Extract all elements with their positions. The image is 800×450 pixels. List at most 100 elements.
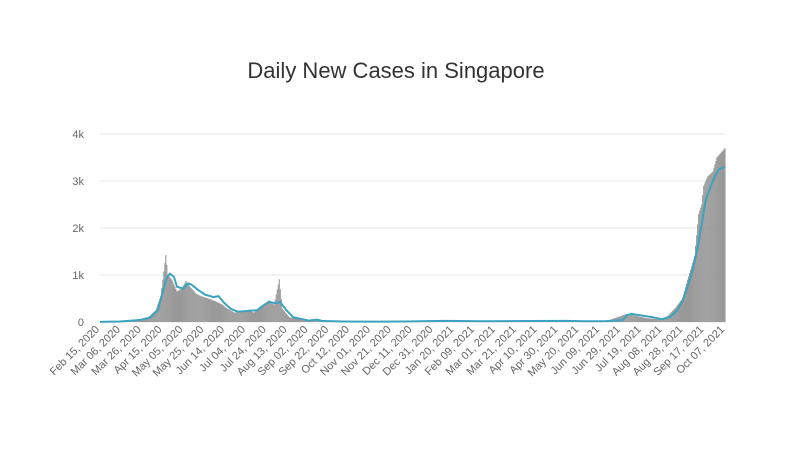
daily-case-bar bbox=[155, 310, 157, 322]
daily-case-bar bbox=[714, 164, 716, 322]
daily-case-bar bbox=[256, 309, 258, 322]
daily-case-bar bbox=[686, 279, 689, 322]
daily-case-bar bbox=[687, 276, 690, 322]
daily-case-bar bbox=[187, 283, 189, 322]
daily-case-bar bbox=[682, 294, 685, 322]
daily-case-bar bbox=[183, 284, 185, 322]
daily-case-bar bbox=[221, 304, 223, 322]
daily-case-bar bbox=[709, 174, 711, 322]
daily-case-bar bbox=[640, 316, 642, 322]
daily-case-bar bbox=[646, 318, 648, 322]
daily-case-bar bbox=[635, 315, 637, 322]
daily-case-bar bbox=[257, 309, 259, 322]
daily-case-bar bbox=[684, 287, 687, 322]
daily-case-bar bbox=[214, 301, 217, 322]
daily-case-bar bbox=[229, 309, 231, 322]
daily-case-bar bbox=[303, 319, 305, 322]
daily-case-bar bbox=[710, 173, 712, 322]
daily-case-bar bbox=[241, 311, 243, 322]
daily-case-bar bbox=[193, 291, 195, 322]
daily-case-bar bbox=[143, 319, 145, 322]
daily-case-bar bbox=[213, 300, 216, 322]
daily-case-bar bbox=[141, 319, 144, 322]
daily-case-bar bbox=[189, 286, 191, 322]
daily-case-bar bbox=[304, 319, 306, 322]
daily-case-bar bbox=[223, 305, 225, 322]
daily-case-bar bbox=[300, 318, 302, 322]
daily-case-bar bbox=[657, 319, 659, 322]
daily-case-bar bbox=[683, 290, 686, 322]
daily-case-bar bbox=[671, 311, 673, 322]
daily-case-bar bbox=[261, 305, 263, 322]
daily-case-bar bbox=[164, 263, 166, 322]
daily-case-bar bbox=[197, 294, 199, 322]
daily-case-bar bbox=[705, 181, 707, 322]
daily-case-bar bbox=[677, 303, 679, 322]
daily-case-bar bbox=[166, 264, 168, 322]
daily-case-bar bbox=[722, 150, 724, 322]
daily-case-bar bbox=[180, 289, 182, 322]
daily-case-bar bbox=[692, 262, 694, 322]
daily-case-bar bbox=[246, 310, 248, 322]
daily-case-bar bbox=[199, 295, 201, 322]
daily-case-bar bbox=[676, 305, 678, 322]
daily-case-bar bbox=[145, 318, 147, 322]
daily-case-bar bbox=[172, 282, 174, 322]
daily-case-bar bbox=[644, 317, 646, 322]
daily-case-bar bbox=[234, 312, 236, 322]
daily-case-bar bbox=[230, 310, 232, 322]
daily-case-bar bbox=[222, 304, 224, 322]
daily-case-bar bbox=[269, 301, 271, 322]
daily-case-bar bbox=[231, 310, 233, 322]
daily-case-bar bbox=[205, 297, 207, 322]
daily-case-bar bbox=[317, 320, 319, 322]
daily-case-bar bbox=[655, 318, 657, 322]
daily-case-bar bbox=[637, 316, 639, 322]
daily-case-bar bbox=[673, 308, 675, 322]
average-line bbox=[99, 165, 726, 323]
daily-case-bar bbox=[701, 204, 703, 322]
daily-case-bar bbox=[641, 317, 643, 322]
daily-case-bar bbox=[238, 312, 240, 322]
daily-case-bar bbox=[315, 320, 317, 322]
daily-case-bar bbox=[195, 293, 197, 322]
daily-case-bar bbox=[215, 301, 218, 322]
daily-case-bar bbox=[708, 175, 710, 322]
daily-case-bar bbox=[630, 314, 632, 322]
daily-case-bar bbox=[301, 319, 303, 322]
daily-case-bar bbox=[723, 149, 725, 322]
daily-case-bar bbox=[290, 317, 292, 322]
daily-case-bar bbox=[182, 285, 184, 322]
daily-case-bar bbox=[148, 316, 150, 322]
daily-case-bar bbox=[235, 312, 237, 322]
daily-case-bar bbox=[664, 317, 666, 322]
daily-case-bar bbox=[313, 320, 315, 322]
daily-case-bar bbox=[167, 275, 169, 322]
daily-case-bar bbox=[660, 318, 662, 322]
daily-case-bar bbox=[702, 195, 704, 322]
daily-case-bar bbox=[154, 311, 156, 322]
daily-case-bar bbox=[159, 298, 161, 322]
daily-case-bar bbox=[146, 318, 148, 322]
daily-case-bar bbox=[242, 311, 244, 322]
daily-case-bar bbox=[170, 278, 172, 322]
daily-case-bar bbox=[650, 318, 652, 322]
daily-case-bar bbox=[225, 307, 227, 322]
daily-case-bar bbox=[244, 310, 246, 322]
daily-case-bar bbox=[625, 314, 627, 322]
daily-case-bar bbox=[272, 303, 274, 322]
daily-case-bar bbox=[237, 312, 239, 322]
daily-case-bar bbox=[653, 318, 655, 322]
daily-case-bar bbox=[697, 224, 699, 322]
daily-case-bar bbox=[249, 311, 251, 322]
daily-case-bar bbox=[273, 304, 275, 322]
daily-case-bar bbox=[171, 279, 173, 322]
daily-case-bar bbox=[233, 312, 235, 322]
daily-case-bar bbox=[212, 300, 214, 322]
daily-case-bar bbox=[284, 312, 286, 322]
daily-case-bar bbox=[177, 290, 179, 322]
daily-case-bar bbox=[626, 314, 628, 322]
daily-case-bar bbox=[632, 315, 634, 322]
daily-case-bar bbox=[312, 320, 314, 322]
daily-case-bar bbox=[274, 299, 276, 322]
